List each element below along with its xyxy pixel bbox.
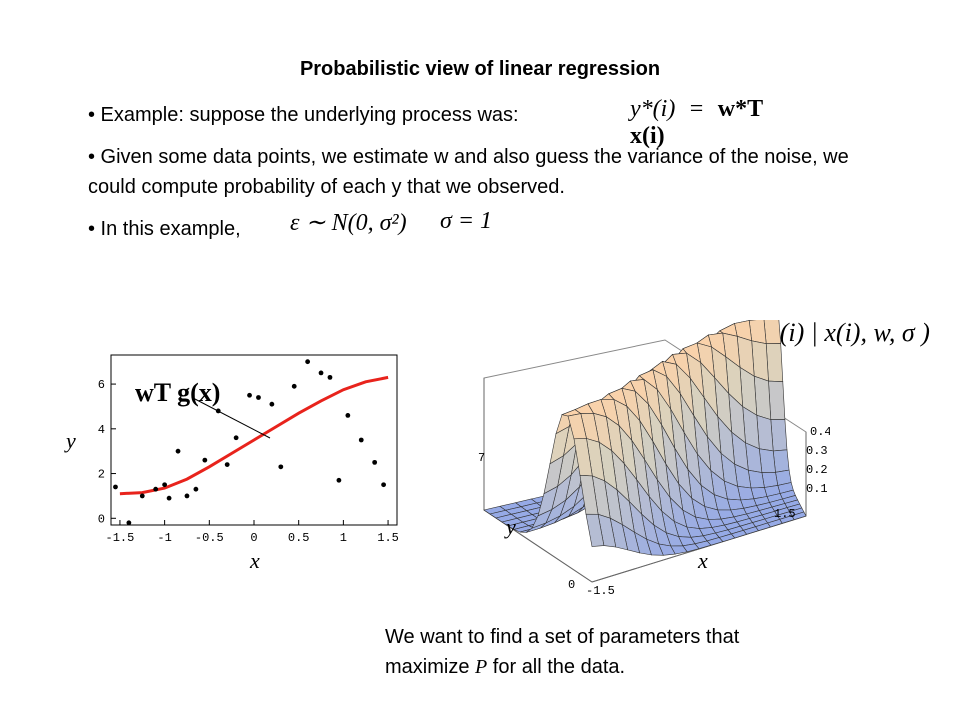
model-label-pointer	[192, 397, 271, 439]
bottom-text-var: P	[475, 656, 488, 678]
y-tick-label: 0	[98, 512, 105, 526]
x-tick-label: 0.5	[288, 531, 310, 545]
surface-xlabel: x	[698, 548, 708, 573]
x-tick-label: 1	[340, 531, 347, 545]
data-point	[162, 482, 168, 488]
data-point	[184, 493, 190, 499]
data-point	[126, 520, 132, 526]
formula-sigma: σ = 1	[440, 208, 493, 234]
data-point	[318, 370, 324, 376]
data-point	[345, 412, 351, 418]
data-point	[358, 437, 364, 443]
data-point	[381, 482, 386, 488]
scatter-ylabel: y	[66, 428, 76, 453]
surface-cell	[772, 449, 790, 473]
data-point	[327, 374, 333, 380]
data-point	[153, 486, 159, 492]
formula-process-lhs: y*(i)	[630, 96, 676, 122]
surface-x-tick-max: 1.5	[774, 507, 796, 521]
x-tick-label: -1	[157, 531, 171, 545]
data-point	[139, 493, 145, 499]
model-fit-curve	[119, 375, 389, 496]
data-point	[291, 383, 297, 389]
x-tick-label: -0.5	[195, 531, 224, 545]
surface-cell	[763, 320, 782, 345]
surface-cell	[765, 343, 784, 383]
data-point	[224, 462, 230, 468]
bottom-text: We want to find a set of parameters that…	[385, 622, 739, 682]
surface-cell	[585, 513, 605, 547]
y-tick-label: 4	[98, 423, 105, 437]
data-point	[175, 448, 181, 454]
bottom-text-line2: maximize P for all the data.	[385, 652, 739, 682]
z-tick-label: 0.2	[806, 463, 828, 477]
data-point	[256, 395, 261, 400]
data-point	[305, 359, 311, 365]
surface-cell	[770, 419, 788, 452]
data-point	[193, 486, 199, 492]
x-tick-label: 0	[250, 531, 257, 545]
scatter-plot-frame	[110, 354, 398, 526]
data-point	[113, 484, 118, 490]
surface-y-tick-min: 0	[568, 578, 576, 592]
data-point	[269, 401, 275, 407]
data-point	[278, 464, 284, 470]
surface-cell	[768, 380, 786, 420]
data-point	[372, 459, 378, 465]
model-formula-label: wT g(x)	[135, 378, 221, 407]
formula-process-eq: =	[689, 96, 704, 122]
x-tick-label: 1.5	[377, 531, 399, 545]
formula-noise: ε ∼ N(0, σ²)	[290, 210, 407, 236]
x-tick-label: -1.5	[106, 531, 135, 545]
surface-ylabel: y	[506, 514, 516, 539]
z-tick-label: 0.1	[806, 482, 828, 496]
y-tick-label: 2	[98, 468, 105, 482]
bullet-in-this-example: • In this example,	[88, 218, 241, 240]
scatter-chart: -1.5 -1 -0.5 0 0.5 1 1.5 0 2 4 6	[98, 354, 399, 545]
data-point	[233, 435, 239, 441]
bottom-text-post: for all the data.	[487, 656, 626, 678]
data-point	[336, 477, 342, 483]
data-point	[247, 392, 252, 398]
scatter-xlabel: x	[250, 548, 260, 573]
z-tick-label: 0.4	[810, 425, 830, 439]
surface-chart: 0.1 0.2 0.3 0.4	[483, 320, 830, 583]
z-tick-label: 0.3	[806, 444, 828, 458]
data-point	[202, 457, 208, 463]
data-point	[166, 495, 172, 501]
bullet-given-data: • Given some data points, we estimate w …	[88, 146, 849, 198]
bullet-example: • Example: suppose the underlying proces…	[88, 104, 519, 126]
process-formula: y*(i) = w*T x(i)	[630, 96, 790, 149]
slide-title: Probabilistic view of linear regression	[299, 58, 661, 80]
surface-y-tick-max: 7	[478, 451, 486, 465]
y-tick-label: 6	[98, 378, 105, 392]
surface-x-tick-min: -1.5	[586, 584, 615, 598]
bottom-text-line1: We want to find a set of parameters that	[385, 626, 740, 648]
formula-process-rhs: w*T x(i)	[630, 96, 763, 149]
bottom-text-pre: maximize	[385, 656, 476, 678]
